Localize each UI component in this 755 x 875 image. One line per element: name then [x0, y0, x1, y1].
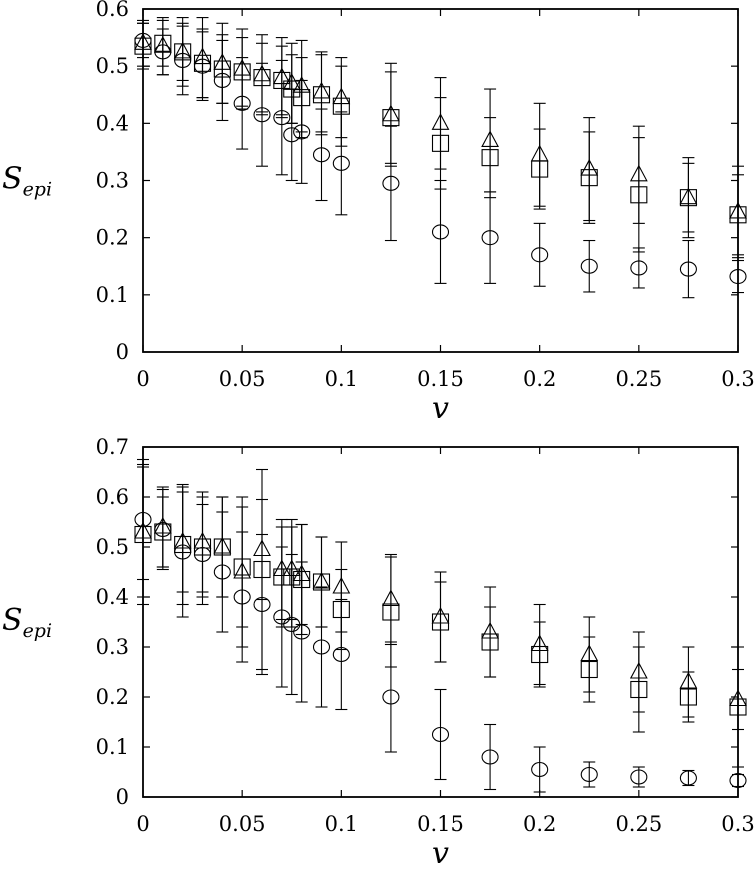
data-point-circle — [382, 175, 400, 191]
y-tick-label: 0.6 — [96, 0, 129, 21]
data-point-circle — [382, 689, 400, 705]
x-axis-label: v — [432, 391, 449, 426]
data-point-square — [382, 603, 400, 621]
x-tick-label: 0 — [136, 812, 149, 836]
data-point-circle — [283, 616, 301, 633]
data-point-circle — [253, 107, 271, 123]
x-tick-label: 0.25 — [615, 367, 662, 391]
data-point-circle — [233, 95, 251, 111]
data-point-circle — [580, 258, 598, 274]
data-point-circle — [679, 770, 697, 786]
data-point-circle — [293, 124, 311, 140]
data-point-circle — [531, 761, 549, 778]
x-tick-label: 0.15 — [417, 367, 464, 391]
data-point-circle — [154, 44, 172, 60]
chart-2: 0 0.1 0.2 0.3 0.4 0.5 0.6 0.7 0 0.05 0.1 0.15 0.2 0.2… — [2, 435, 755, 871]
data-point-circle — [481, 749, 499, 765]
data-point-circle — [134, 32, 152, 48]
y-tick-label: 0 — [116, 785, 129, 809]
y-tick-label: 0.1 — [96, 283, 129, 307]
series-circle — [134, 22, 747, 299]
x-axis-label: v — [432, 836, 449, 871]
data-point-circle — [431, 726, 450, 743]
x-tick-label: 0.3 — [721, 367, 754, 391]
data-point-circle — [630, 260, 648, 276]
data-point-circle — [273, 110, 291, 126]
y-tick-label: 0.2 — [96, 226, 129, 250]
data-point-circle — [174, 52, 192, 69]
data-point-square — [679, 189, 697, 207]
x-tick-label: 0.2 — [523, 367, 556, 391]
x-tick-label: 0.1 — [325, 367, 358, 391]
y-tick-label: 0.4 — [96, 585, 129, 609]
y-tick-label: 0.2 — [96, 685, 129, 709]
x-tick-label: 0.15 — [417, 812, 464, 836]
y-axis-label: Sepi — [2, 162, 52, 201]
y-tick-label: 0.3 — [96, 635, 129, 659]
data-point-square — [481, 633, 499, 651]
data-point-circle — [531, 247, 549, 263]
data-point-circle — [729, 268, 747, 285]
data-point-circle — [154, 521, 172, 538]
data-point-square — [729, 206, 747, 224]
data-point-square — [431, 613, 450, 631]
data-point-square — [481, 149, 499, 167]
y-tick-label: 0.1 — [96, 735, 129, 759]
x-tick-label: 0 — [136, 367, 149, 391]
data-point-circle — [283, 127, 301, 143]
y-tick-label: 0.6 — [96, 485, 129, 509]
data-point-circle — [630, 769, 648, 785]
series-circle — [134, 458, 747, 793]
data-point-circle — [431, 224, 450, 240]
x-tick-label: 0.05 — [219, 367, 266, 391]
data-point-circle — [293, 624, 311, 640]
data-point-circle — [193, 546, 212, 563]
data-point-circle — [332, 155, 350, 171]
data-point-circle — [193, 58, 212, 74]
data-point-circle — [233, 589, 251, 605]
x-tick-label: 0.25 — [615, 812, 662, 836]
y-tick-label: 0.4 — [96, 111, 129, 135]
y-tick-label: 0 — [116, 340, 129, 364]
y-tick-label: 0.5 — [96, 535, 129, 559]
y-tick-label: 0.7 — [96, 435, 129, 459]
y-tick-label: 0.3 — [96, 169, 129, 193]
data-point-circle — [174, 544, 192, 560]
data-point-square — [729, 698, 747, 716]
data-point-circle — [679, 261, 697, 277]
data-point-square — [531, 645, 549, 664]
data-point-circle — [332, 646, 350, 663]
data-point-circle — [273, 609, 291, 625]
y-tick-label: 0.5 — [96, 54, 129, 78]
data-point-square — [580, 169, 598, 187]
data-point-square — [679, 688, 697, 706]
data-point-circle — [729, 772, 747, 789]
data-point-circle — [213, 72, 231, 89]
data-point-square — [630, 680, 648, 699]
data-point-circle — [213, 564, 231, 580]
data-point-circle — [312, 639, 331, 655]
x-tick-label: 0.3 — [721, 812, 754, 836]
data-point-circle — [481, 230, 499, 246]
data-point-square — [382, 109, 400, 127]
data-point-square — [580, 660, 598, 679]
data-point-square — [431, 134, 450, 152]
x-tick-label: 0.1 — [325, 812, 358, 836]
data-point-circle — [134, 511, 152, 528]
data-point-circle — [580, 766, 598, 783]
data-point-square — [630, 186, 648, 204]
data-point-square — [312, 86, 331, 104]
data-point-square — [531, 160, 549, 178]
x-tick-label: 0.05 — [219, 812, 266, 836]
y-axis-label: Sepi — [2, 603, 52, 642]
data-point-circle — [312, 147, 331, 163]
x-tick-label: 0.2 — [523, 812, 556, 836]
chart-1: 0 0.1 0.2 0.3 0.4 0.5 0.6 0 0.05 0.1 0.15 0.2 0.25 0.… — [2, 0, 755, 426]
data-point-circle — [253, 596, 271, 613]
